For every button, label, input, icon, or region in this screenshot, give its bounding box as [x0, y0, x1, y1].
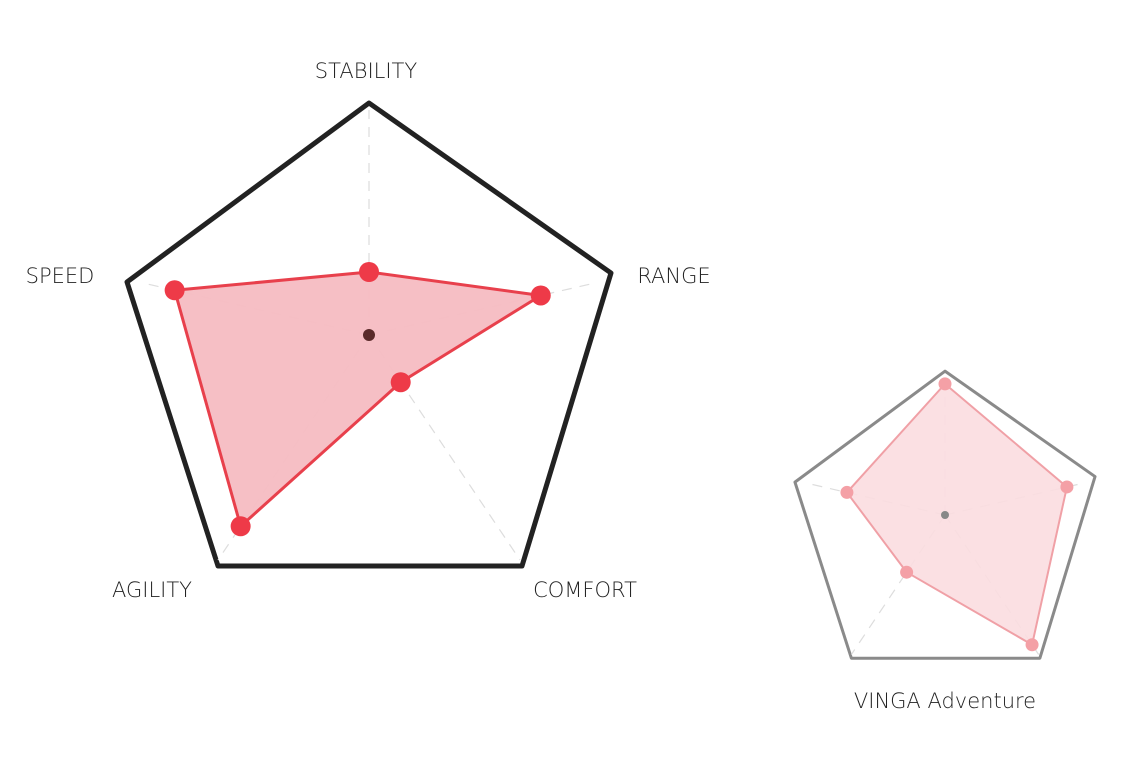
radar-point — [230, 516, 251, 537]
radar-point — [1060, 480, 1074, 494]
radar-frame — [124, 100, 614, 569]
radar-point — [1025, 638, 1039, 652]
radar-center — [363, 329, 375, 341]
radar-point — [840, 485, 854, 499]
axis-label: STABILITY — [315, 59, 418, 83]
radar-center — [941, 511, 949, 519]
radar-point — [390, 372, 411, 393]
axis-label: SPEED — [26, 264, 95, 288]
radar-point — [164, 280, 185, 301]
chart-title: VINGA Adventure — [854, 689, 1036, 713]
radar-point — [938, 377, 952, 391]
radar-point — [530, 285, 551, 306]
radar-point — [359, 262, 379, 282]
radar-area — [845, 382, 1068, 646]
axis-label: COMFORT — [533, 578, 637, 602]
radar-frame — [793, 369, 1097, 660]
axis-label: RANGE — [637, 264, 710, 288]
radar-point — [900, 565, 914, 579]
radar-area — [173, 270, 543, 528]
axis-label: AGILITY — [112, 578, 192, 602]
